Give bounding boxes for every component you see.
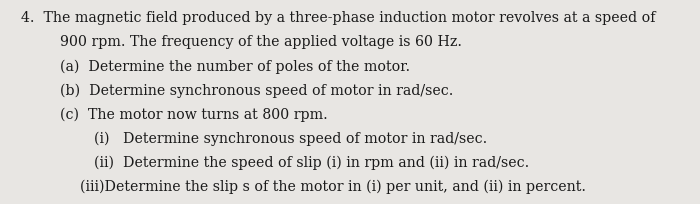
- Text: (iii)Determine the slip s of the motor in (i) per unit, and (ii) in percent.: (iii)Determine the slip s of the motor i…: [80, 180, 587, 194]
- Text: (a)  Determine the number of poles of the motor.: (a) Determine the number of poles of the…: [60, 59, 409, 74]
- Text: (i)   Determine synchronous speed of motor in rad/sec.: (i) Determine synchronous speed of motor…: [94, 132, 488, 146]
- Text: 4.  The magnetic field produced by a three-phase induction motor revolves at a s: 4. The magnetic field produced by a thre…: [21, 11, 655, 25]
- Text: 900 rpm. The frequency of the applied voltage is 60 Hz.: 900 rpm. The frequency of the applied vo…: [60, 35, 461, 49]
- Text: (ii)  Determine the speed of slip (i) in rpm and (ii) in rad/sec.: (ii) Determine the speed of slip (i) in …: [94, 156, 530, 170]
- Text: (c)  The motor now turns at 800 rpm.: (c) The motor now turns at 800 rpm.: [60, 108, 328, 122]
- Text: (b)  Determine synchronous speed of motor in rad/sec.: (b) Determine synchronous speed of motor…: [60, 83, 453, 98]
